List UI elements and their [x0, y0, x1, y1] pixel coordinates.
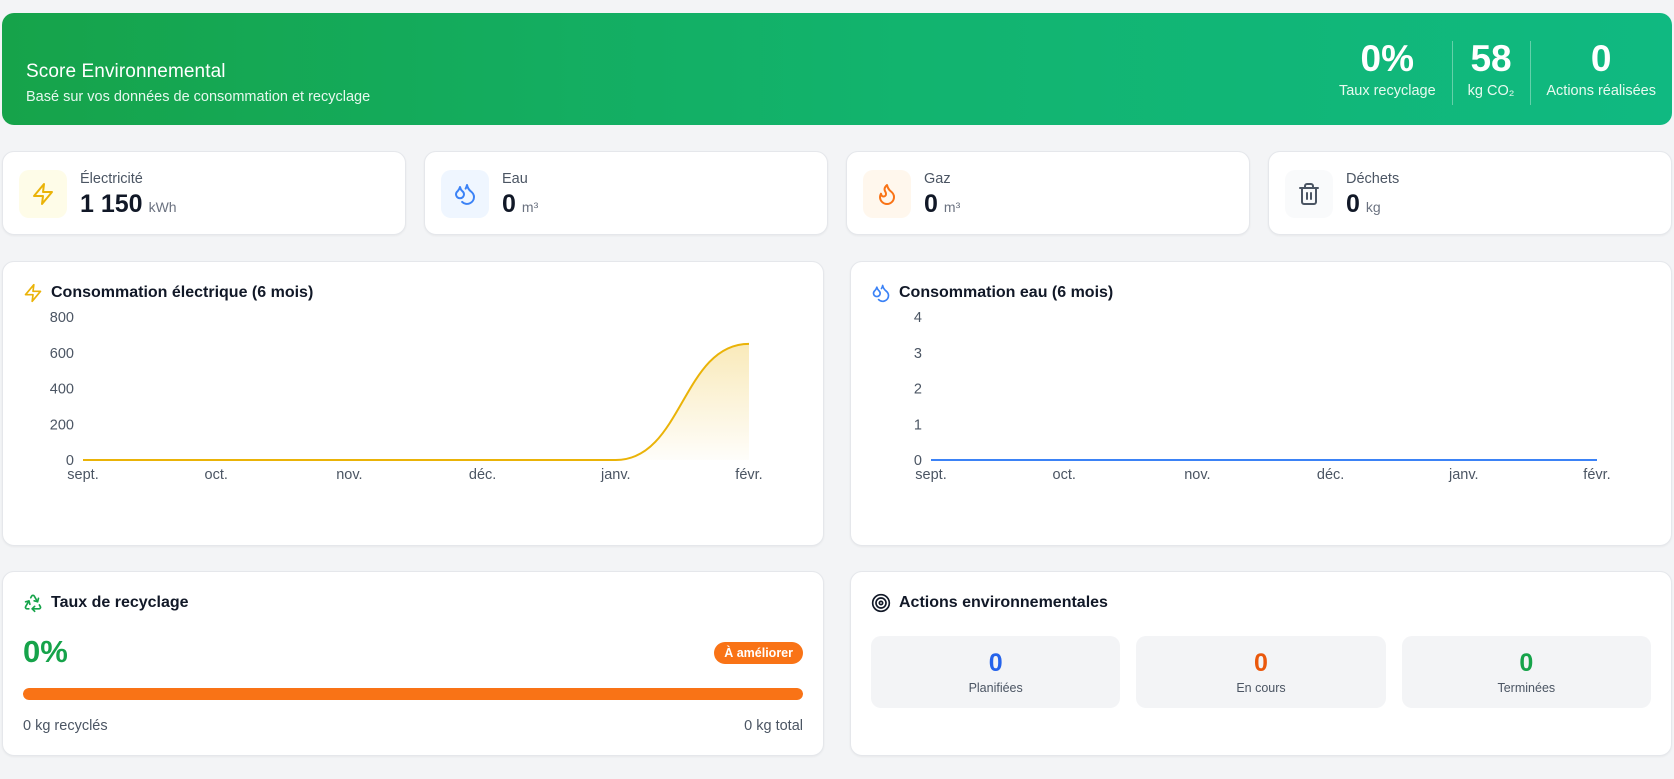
metric-value: 0 kg — [1346, 190, 1381, 219]
recycling-title-text: Taux de recyclage — [51, 594, 189, 611]
actions-in-progress-label: En cours — [1236, 681, 1286, 695]
y-tick-label: 600 — [50, 346, 74, 362]
metric-label: Gaz — [924, 171, 951, 187]
electricity-chart: 0 200 400 600 800 sept. oct. nov. déc. janv. févr. — [50, 310, 763, 483]
banner-title: Score Environnemental — [26, 61, 226, 82]
recycling-progress-bar — [23, 688, 803, 700]
x-tick-label: nov. — [1184, 467, 1210, 483]
recycling-progress-fill — [23, 688, 803, 700]
area-fill — [83, 343, 749, 460]
droplets-icon — [441, 170, 489, 218]
stat-actions-done: 0 Actions réalisées — [1530, 37, 1672, 111]
actions-planned: 0 Planifiées — [871, 636, 1121, 708]
chart-title-electricity: Consommation électrique (6 mois) — [23, 283, 313, 303]
stat-value: 0% — [1360, 38, 1415, 79]
recycling-title: Taux de recyclage — [23, 593, 189, 613]
metric-unit: m³ — [943, 199, 961, 215]
target-icon — [871, 593, 891, 613]
metric-number: 1 150 — [80, 190, 143, 218]
actions-planned-label: Planifiées — [968, 681, 1023, 695]
droplets-icon — [871, 283, 891, 303]
x-tick-label: sept. — [67, 467, 98, 483]
chart-card-electricity: Consommation électrique (6 mois) 0 200 400… — [2, 261, 824, 546]
x-tick-label: déc. — [1317, 467, 1344, 483]
recycle-icon — [23, 593, 43, 613]
y-tick-label: 1 — [914, 417, 922, 433]
y-tick-label: 200 — [50, 417, 74, 433]
y-tick-label: 2 — [914, 382, 922, 398]
stat-label: Taux recyclage — [1338, 83, 1436, 99]
metric-value: 0 m³ — [924, 190, 960, 219]
x-tick-label: déc. — [469, 467, 496, 483]
stat-label: Actions réalisées — [1546, 83, 1656, 99]
actions-planned-count: 0 — [988, 649, 1003, 677]
trash-icon — [1285, 170, 1333, 218]
metric-unit: kWh — [148, 199, 177, 215]
stat-recycling-rate: 0% Taux recyclage — [1323, 37, 1452, 111]
chart-title-text: Consommation eau (6 mois) — [899, 284, 1114, 301]
metric-label: Électricité — [80, 171, 143, 187]
y-tick-label: 0 — [66, 453, 74, 469]
actions-done-label: Terminées — [1497, 681, 1556, 695]
metric-number: 0 — [1346, 190, 1360, 218]
metric-unit: m³ — [521, 199, 539, 215]
metric-label: Déchets — [1346, 171, 1400, 187]
actions-done: 0 Terminées — [1401, 636, 1651, 708]
y-tick-label: 800 — [50, 310, 74, 326]
y-tick-label: 0 — [914, 453, 922, 469]
x-tick-label: janv. — [1448, 467, 1479, 483]
flame-icon — [863, 170, 911, 218]
recycling-card: Taux de recyclage 0% À améliorer 0 kg re… — [2, 571, 824, 756]
x-tick-label: oct. — [205, 467, 228, 483]
x-tick-label: févr. — [1583, 467, 1610, 483]
water-chart: 0 1 2 3 4 sept. oct. nov. déc. janv. févr. — [914, 310, 1611, 483]
status-badge: À améliorer — [714, 642, 803, 664]
actions-in-progress-count: 0 — [1254, 649, 1268, 677]
x-tick-label: janv. — [600, 467, 631, 483]
x-tick-label: sept. — [915, 467, 946, 483]
actions-summary: 0 Planifiées 0 En cours 0 Terminées — [871, 636, 1651, 708]
metric-number: 0 — [502, 190, 516, 218]
stat-value: 58 — [1470, 38, 1512, 79]
metric-unit: kg — [1365, 199, 1381, 215]
metric-label: Eau — [502, 171, 528, 187]
actions-title-text: Actions environnementales — [899, 594, 1108, 611]
actions-title: Actions environnementales — [871, 593, 1108, 613]
metric-card-gas: Gaz 0 m³ — [846, 151, 1250, 235]
stat-label: kg CO₂ — [1467, 83, 1515, 99]
x-tick-label: févr. — [735, 467, 762, 483]
chart-title-text: Consommation électrique (6 mois) — [51, 284, 314, 301]
recycling-percent: 0% — [23, 634, 68, 669]
environmental-score-banner: Score Environnemental Basé sur vos donné… — [2, 13, 1672, 125]
banner-subtitle: Basé sur vos données de consommation et … — [26, 89, 371, 105]
stat-co2: 58 kg CO₂ — [1451, 37, 1531, 111]
actions-in-progress: 0 En cours — [1136, 636, 1386, 708]
chart-card-water: Consommation eau (6 mois) 0 1 2 3 4 sept. oct.… — [850, 261, 1672, 546]
metric-card-water: Eau 0 m³ — [424, 151, 828, 235]
recycled-amount: 0 kg recyclés — [23, 718, 108, 734]
total-amount: 0 kg total — [744, 718, 803, 734]
x-tick-label: oct. — [1053, 467, 1076, 483]
lightning-icon — [23, 283, 43, 303]
y-tick-label: 3 — [914, 346, 922, 362]
actions-card: Actions environnementales 0 Planifiées 0… — [850, 571, 1672, 756]
lightning-icon — [19, 170, 67, 218]
banner-stats: 0% Taux recyclage 58 kg CO₂ 0 Actions ré… — [1323, 37, 1672, 111]
x-tick-label: nov. — [336, 467, 362, 483]
chart-title-water: Consommation eau (6 mois) — [871, 283, 1113, 303]
metric-value: 1 150 kWh — [80, 190, 177, 219]
y-tick-label: 4 — [914, 310, 922, 326]
metric-card-waste: Déchets 0 kg — [1268, 151, 1672, 235]
metric-number: 0 — [924, 190, 938, 218]
series-line — [82, 342, 750, 461]
y-tick-label: 400 — [50, 382, 74, 398]
metric-card-electricity: Électricité 1 150 kWh — [2, 151, 406, 235]
metric-value: 0 m³ — [502, 190, 538, 219]
stat-value: 0 — [1590, 38, 1612, 79]
actions-done-count: 0 — [1519, 649, 1534, 677]
